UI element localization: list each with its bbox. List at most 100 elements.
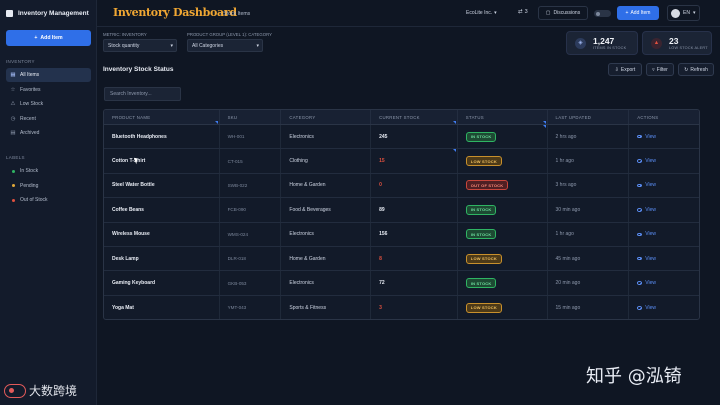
label-item-label: In Stock — [20, 168, 39, 174]
filter-icon: ▿ — [652, 66, 655, 73]
search-input[interactable] — [104, 87, 181, 101]
inventory-table: PRODUCT NAME SKU CATEGORY CURRENT STOCK STAT… — [103, 109, 700, 320]
breadcrumb-current: Stock Items — [223, 11, 251, 17]
status-badge: LOW STOCK — [465, 302, 502, 313]
notification-count: 3 — [524, 9, 528, 15]
category-select[interactable]: All Categories ▾ — [187, 39, 263, 52]
user-menu[interactable]: EN ▾ — [667, 5, 700, 21]
chevron-down-icon: ▾ — [170, 42, 173, 49]
sku-cell: SWB-022 — [220, 173, 282, 198]
metric-select[interactable]: Stock quantity ▾ — [103, 39, 177, 52]
view-button[interactable]: View — [637, 158, 656, 164]
sidebar-item-all-items[interactable]: ▦ All Items — [6, 68, 91, 82]
view-button[interactable]: View — [637, 207, 656, 213]
table-row[interactable]: Yoga Mat YMT-043 Sports & Fitness 3 LOW STOC… — [104, 295, 699, 319]
column-header[interactable]: ACTIONS — [629, 110, 699, 124]
stock-value: 15 — [379, 158, 385, 165]
watermark-left-text: 大数跨境 — [29, 384, 78, 398]
eye-icon — [637, 183, 643, 188]
filter-button[interactable]: ▿ Filter — [646, 63, 674, 76]
low-stock-label: LOW STOCK ALERT — [669, 46, 708, 50]
warning-icon: ▲ — [651, 37, 662, 49]
label-item-pending[interactable]: Pending — [6, 179, 91, 193]
column-header[interactable]: STATUS — [458, 110, 548, 124]
view-button[interactable]: View — [637, 256, 656, 262]
table-row[interactable]: Wireless Mouse WMS-024 Electronics 156 IN ST… — [104, 222, 699, 247]
product-name-cell: Steel Water Bottle — [104, 173, 220, 198]
sort-marker-icon — [452, 121, 456, 124]
add-item-button-header[interactable]: + Add Item — [617, 6, 659, 20]
sidebar-item-low-stock[interactable]: ⚠ Low Stock — [6, 97, 91, 111]
category: Electronics — [289, 133, 314, 140]
actions-cell: View — [629, 247, 699, 270]
refresh-label: Refresh — [690, 66, 708, 73]
updated-cell: 45 min ago — [548, 246, 630, 271]
filter-label: Filter — [656, 66, 668, 73]
grid-icon: ▦ — [10, 72, 16, 78]
breadcrumb[interactable]: › Stock Items — [220, 11, 251, 17]
table-row[interactable]: Cotton T-Shirt CT-015 Clothing 15 LOW STOCK 1… — [104, 149, 699, 174]
metric-filter-label: METRIC: INVENTORY — [103, 32, 147, 37]
table-row[interactable]: Steel Water Bottle SWB-022 Home & Garden 0 O… — [104, 173, 699, 199]
category-cell: Home & Garden — [281, 173, 372, 198]
column-header[interactable]: PRODUCT NAME — [104, 110, 220, 124]
notifications-button[interactable]: ⇄ 3 — [518, 9, 528, 15]
table-row[interactable]: Coffee Beans FCB-090 Food & Beverages 89 IN … — [104, 198, 699, 223]
view-label: View — [645, 231, 656, 238]
status-cell: LOW STOCK — [458, 295, 548, 319]
sidebar-item-label: Low Stock — [20, 101, 44, 107]
stock-value: 245 — [379, 133, 388, 140]
eye-icon — [637, 256, 643, 261]
actions-cell: View — [629, 198, 699, 221]
sidebar-item-archived[interactable]: ▤ Archived — [6, 126, 91, 140]
chevron-down-icon: ▾ — [494, 10, 497, 16]
app-logo-icon — [6, 9, 13, 17]
add-item-label: Add Item — [630, 10, 651, 16]
sort-marker-icon — [542, 121, 546, 124]
column-header[interactable]: LAST UPDATED — [548, 110, 630, 124]
add-item-button-sidebar[interactable]: + Add Item — [6, 30, 91, 46]
view-button[interactable]: View — [637, 305, 656, 311]
archive-icon: ▤ — [10, 130, 16, 136]
column-header-label: LAST UPDATED — [555, 114, 592, 120]
company-selector[interactable]: EcoLite Inc. ▾ — [466, 10, 497, 16]
view-button[interactable]: View — [637, 134, 656, 140]
column-header[interactable]: SKU — [220, 110, 282, 124]
table-row[interactable]: Gaming Keyboard GKB-053 Electronics 72 IN ST… — [104, 271, 699, 296]
label-item-out-of-stock[interactable]: Out of Stock — [6, 193, 91, 207]
updated-cell: 30 min ago — [548, 198, 630, 222]
table-row[interactable]: Bluetooth Headphones WH-001 Electronics 245… — [104, 125, 699, 150]
status-cell: LOW STOCK — [458, 246, 548, 271]
inventory-nav: ▦ All Items ☆ Favorites ⚠ Low Stock ◷ Recent ▤ Ar… — [6, 68, 91, 141]
actions-cell: View — [629, 125, 699, 148]
sidebar-item-label: All Items — [20, 72, 40, 78]
discussions-label: Discussions — [553, 10, 581, 16]
view-label: View — [645, 158, 656, 165]
status-cell: IN STOCK — [458, 222, 548, 246]
language-label: EN — [683, 10, 690, 16]
sidebar-item-recent[interactable]: ◷ Recent — [6, 112, 91, 126]
last-updated: 30 min ago — [555, 206, 581, 213]
view-button[interactable]: View — [637, 231, 656, 237]
app-title: Inventory Management — [18, 9, 89, 17]
category-cell: Electronics — [281, 125, 372, 149]
view-button[interactable]: View — [637, 182, 656, 188]
stock-cell: 0 — [371, 173, 458, 198]
view-button[interactable]: View — [637, 280, 656, 286]
discussions-button[interactable]: ▢ Discussions — [538, 6, 588, 20]
eye-icon — [637, 134, 643, 139]
stock-value: 8 — [379, 255, 382, 262]
sku: FCB-090 — [227, 207, 246, 213]
column-header[interactable]: CATEGORY — [281, 110, 372, 124]
column-header[interactable]: CURRENT STOCK — [371, 110, 458, 124]
sku-cell: WH-001 — [220, 125, 282, 149]
refresh-button[interactable]: ↻ Refresh — [678, 63, 714, 76]
label-item-in-stock[interactable]: In Stock — [6, 164, 91, 178]
table-row[interactable]: Desk Lamp DLR-018 Home & Garden 8 LOW STOCK 4… — [104, 246, 699, 272]
sidebar-item-favorites[interactable]: ☆ Favorites — [6, 83, 91, 97]
theme-toggle[interactable] — [594, 10, 611, 17]
export-button[interactable]: ⇩ Export — [608, 63, 642, 76]
eye-icon — [637, 159, 643, 163]
product-name-cell: Coffee Beans — [104, 198, 220, 222]
sidebar-item-label: Recent — [20, 115, 36, 122]
